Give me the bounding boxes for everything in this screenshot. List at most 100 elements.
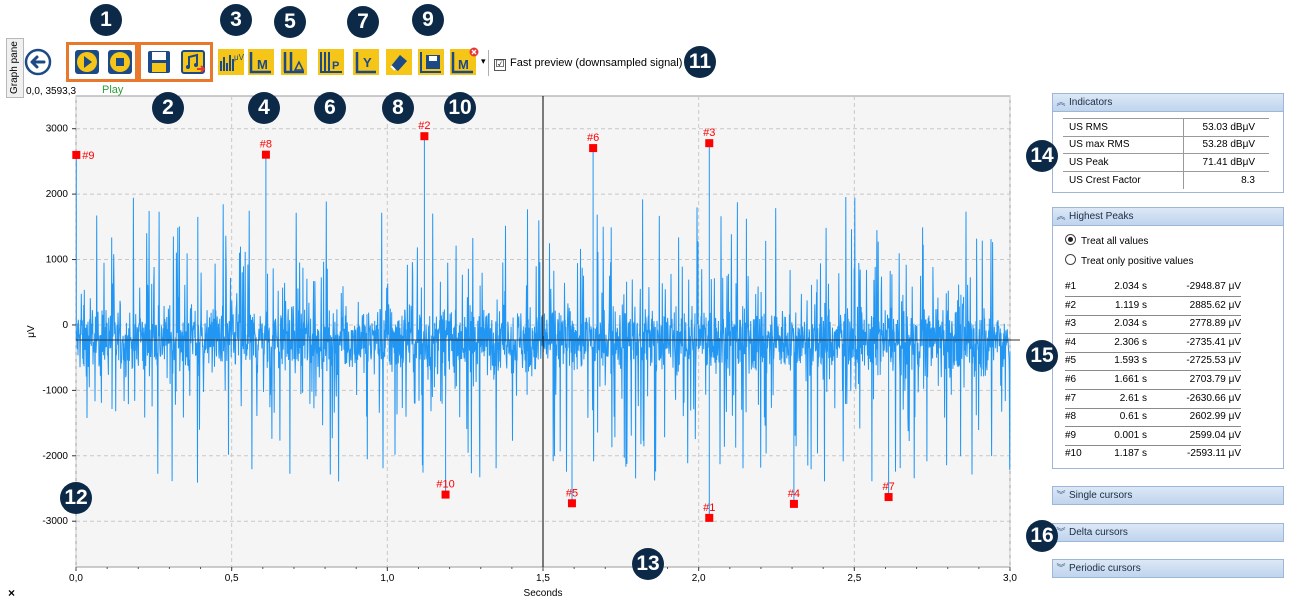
save-icon[interactable] <box>146 49 172 75</box>
toolbar: μV M P Y M ▾ <box>22 36 1022 86</box>
peak-time: 1.187 s <box>1114 448 1147 460</box>
save-export-group-highlight <box>138 42 213 82</box>
delta-cursors-header[interactable]: ︾ Delta cursors <box>1052 523 1284 542</box>
save-markers-icon[interactable] <box>418 49 444 75</box>
signal-chart[interactable]: 0,0 0,5 1,0 1,5 2,0 2,5 3,0 3000 2000 1000 0 -1000 -… <box>0 0 1040 605</box>
peak-value: 2778.89 μV <box>1189 318 1241 330</box>
peak-markers: #1 #2 #3 #4 #5 #6 #7 #8 #9 #10 <box>72 120 895 522</box>
callout-7: 7 <box>347 6 379 38</box>
peak-row[interactable]: #7 2.61 s -2630.66 μV <box>1065 390 1241 409</box>
peak-row[interactable]: #9 0.001 s 2599.04 μV <box>1065 427 1241 446</box>
treat-all-values-radio[interactable]: Treat all values <box>1065 234 1148 249</box>
peak-row[interactable]: #8 0.61 s 2602.99 μV <box>1065 408 1241 428</box>
peak-marker <box>705 513 714 522</box>
callout-2: 2 <box>152 92 184 124</box>
callout-9: 9 <box>412 4 444 36</box>
eraser-icon[interactable] <box>386 49 412 75</box>
peak-time: 0.001 s <box>1114 429 1147 441</box>
peak-marker <box>884 493 893 502</box>
close-icon[interactable]: × <box>8 586 16 600</box>
peak-marker-label: #6 <box>587 132 599 144</box>
peak-time: 2.306 s <box>1114 336 1147 348</box>
fast-preview-checkbox[interactable]: ☑ <box>494 59 506 71</box>
m-label-2: M <box>458 57 469 72</box>
peak-row[interactable]: #6 1.661 s 2703.79 μV <box>1065 371 1241 390</box>
periodic-cursor-icon[interactable]: P <box>318 49 344 75</box>
m-label: M <box>257 57 268 72</box>
peak-index: #6 <box>1065 374 1077 385</box>
indicators-header[interactable]: ︽ Indicators <box>1052 93 1284 112</box>
peak-value: -2735.41 μV <box>1186 336 1241 348</box>
peak-value: 2703.79 μV <box>1189 374 1241 385</box>
peak-time: 2.61 s <box>1119 392 1147 404</box>
indicator-row: US Peak 71.41 dBμV <box>1063 154 1269 172</box>
peak-time: 1.593 s <box>1114 355 1147 367</box>
uv-label: μV <box>234 53 244 62</box>
peak-index: #10 <box>1065 448 1082 460</box>
fast-preview-option[interactable]: ☑ Fast preview (downsampled signal) <box>494 57 682 71</box>
peak-marker <box>441 490 450 499</box>
single-cursors-header[interactable]: ︾ Single cursors <box>1052 486 1284 505</box>
peak-marker-label: #7 <box>882 481 894 493</box>
y-label: Y <box>363 55 372 70</box>
indicator-row: US max RMS 53.28 dBμV <box>1063 136 1269 154</box>
peak-marker-label: #5 <box>566 487 578 499</box>
y-tick-label: 1000 <box>46 255 69 266</box>
peak-index: #7 <box>1065 392 1077 404</box>
play-icon[interactable] <box>74 49 100 75</box>
peak-value: -2593.11 μV <box>1187 448 1241 460</box>
peak-index: #4 <box>1065 336 1077 348</box>
peak-marker-label: #3 <box>703 127 715 139</box>
peak-marker <box>589 144 598 153</box>
callout-16: 16 <box>1026 520 1058 552</box>
marker-m-icon[interactable]: M <box>248 49 274 75</box>
y-axis-icon[interactable]: Y <box>353 49 379 75</box>
x-tick-label: 0,5 <box>225 573 239 584</box>
peak-value: -2948.87 μV <box>1186 281 1241 292</box>
callout-3: 3 <box>220 4 252 36</box>
x-tick-label: 0,0 <box>69 573 83 584</box>
peak-value: 2602.99 μV <box>1189 411 1241 423</box>
clear-markers-icon[interactable]: M <box>450 47 480 77</box>
radio-selected-icon <box>1065 234 1076 245</box>
amplitude-scale-icon[interactable]: μV <box>218 49 244 75</box>
peak-row[interactable]: #1 2.034 s -2948.87 μV <box>1065 278 1241 297</box>
delta-cursor-icon[interactable] <box>281 49 307 75</box>
peak-value: -2725.53 μV <box>1186 355 1241 367</box>
peak-marker <box>789 499 798 508</box>
indicator-row: US RMS 53.03 dBμV <box>1063 118 1269 137</box>
peak-marker-label: #8 <box>260 139 272 151</box>
peak-value: -2630.66 μV <box>1186 392 1241 404</box>
peak-marker-label: #2 <box>418 120 430 132</box>
callout-13: 13 <box>632 548 664 580</box>
peak-row[interactable]: #5 1.593 s -2725.53 μV <box>1065 352 1241 372</box>
play-stop-group-highlight <box>66 42 138 82</box>
callout-6: 6 <box>314 92 346 124</box>
peak-index: #3 <box>1065 318 1077 330</box>
y-tick-label: 0 <box>62 320 68 331</box>
radio-unselected-icon <box>1065 254 1076 265</box>
highest-peaks-header[interactable]: ︽ Highest Peaks <box>1052 207 1284 226</box>
stop-icon[interactable] <box>107 49 133 75</box>
export-audio-icon[interactable] <box>180 49 206 75</box>
treat-positive-values-radio[interactable]: Treat only positive values <box>1065 254 1193 269</box>
x-axis-label: Seconds <box>524 588 563 599</box>
y-tick-label: -2000 <box>42 451 68 462</box>
coordinate-readout: 0,0, 3593,3 <box>26 86 77 97</box>
periodic-cursors-header[interactable]: ︾ Periodic cursors <box>1052 559 1284 578</box>
peak-time: 0.61 s <box>1119 411 1147 423</box>
peak-row[interactable]: #10 1.187 s -2593.11 μV <box>1065 445 1241 463</box>
fast-preview-label: Fast preview (downsampled signal) <box>510 57 683 69</box>
callout-1: 1 <box>90 4 122 36</box>
callout-15: 15 <box>1026 340 1058 372</box>
back-arrow-icon[interactable] <box>24 48 52 76</box>
callout-12: 12 <box>60 482 92 514</box>
peak-row[interactable]: #3 2.034 s 2778.89 μV <box>1065 315 1241 335</box>
x-tick-label: 2,5 <box>847 573 861 584</box>
peak-index: #5 <box>1065 355 1077 367</box>
peak-row[interactable]: #2 1.119 s 2885.62 μV <box>1065 297 1241 316</box>
peak-row[interactable]: #4 2.306 s -2735.41 μV <box>1065 334 1241 353</box>
x-tick-label: 2,0 <box>692 573 706 584</box>
dropdown-arrow-icon[interactable]: ▾ <box>481 56 486 66</box>
peak-time: 1.661 s <box>1114 374 1147 385</box>
